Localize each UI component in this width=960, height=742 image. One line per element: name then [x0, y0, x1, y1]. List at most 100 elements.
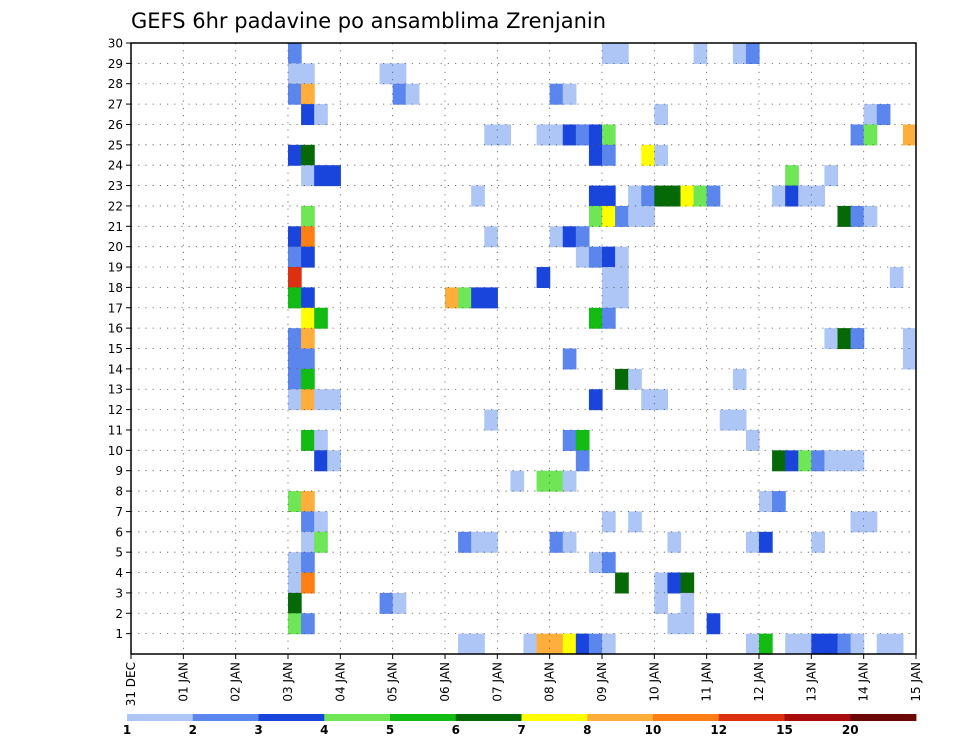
x-tick-label: 02 JAN: [229, 662, 243, 702]
y-tick-label: 22: [108, 199, 123, 213]
precip-cell: [602, 185, 616, 207]
precip-cell: [458, 287, 472, 309]
colorbar-swatch: [324, 714, 391, 721]
precip-cell: [615, 287, 629, 309]
precip-cell: [288, 368, 302, 390]
precip-cell: [588, 185, 603, 207]
precip-cell: [667, 613, 682, 635]
colorbar-swatch: [455, 714, 522, 721]
precip-cell: [837, 205, 852, 227]
precip-cell: [392, 592, 407, 614]
precip-cell: [288, 63, 302, 85]
precip-cell: [536, 124, 551, 146]
precip-cell: [850, 205, 865, 227]
precip-cell: [641, 144, 655, 166]
precip-cell: [667, 531, 682, 553]
precip-cell: [301, 63, 315, 85]
y-tick-label: 18: [108, 281, 123, 295]
precip-cell: [798, 633, 812, 655]
precip-cell: [288, 592, 302, 614]
precip-cell: [798, 185, 812, 207]
precip-cell: [301, 165, 315, 187]
precip-cell: [301, 491, 315, 513]
y-tick-label: 30: [108, 37, 123, 51]
precip-cell: [641, 185, 655, 207]
precip-cell: [785, 450, 799, 472]
precip-cell: [301, 531, 315, 553]
precip-cell: [588, 552, 603, 574]
y-tick-label: 6: [115, 525, 123, 539]
precip-cell: [301, 572, 315, 594]
precip-cell: [863, 205, 878, 227]
precip-cell: [602, 511, 616, 533]
precip-cell: [602, 287, 616, 309]
precip-cell: [745, 429, 760, 451]
precip-cell: [680, 572, 695, 594]
colorbar-label: 4: [320, 723, 328, 737]
precip-cell: [314, 511, 328, 533]
colorbar-label: 10: [645, 723, 662, 737]
precip-cell: [772, 491, 786, 513]
y-tick-label: 1: [115, 627, 123, 641]
precip-cell: [301, 348, 315, 370]
precip-cell: [615, 205, 629, 227]
precip-cell: [837, 328, 852, 350]
y-tick-label: 5: [115, 546, 123, 560]
precip-cell: [588, 307, 603, 329]
precip-cell: [602, 633, 616, 655]
precip-cell: [759, 531, 773, 553]
precip-cell: [850, 450, 865, 472]
precip-cell: [392, 63, 407, 85]
precip-cell: [471, 185, 485, 207]
precip-cell: [484, 226, 498, 248]
precip-cell: [575, 246, 590, 268]
precip-cell: [301, 83, 315, 105]
precip-cell: [602, 124, 616, 146]
precip-cell: [785, 165, 799, 187]
y-tick-label: 8: [115, 485, 123, 499]
precip-cell: [484, 287, 498, 309]
precip-cell: [680, 185, 695, 207]
precip-cell: [575, 450, 590, 472]
precip-cell: [562, 348, 577, 370]
x-tick-label: 05 JAN: [386, 662, 400, 702]
colorbar-label: 5: [386, 723, 394, 737]
colorbar-swatch: [653, 714, 720, 721]
precip-cell: [562, 124, 577, 146]
precip-cell: [811, 185, 826, 207]
x-tick-label: 31 DEC: [124, 662, 138, 706]
precip-cell: [602, 246, 616, 268]
precip-cell: [706, 185, 721, 207]
precip-cell: [706, 613, 721, 635]
y-tick-label: 16: [108, 322, 123, 336]
precip-cell: [471, 531, 485, 553]
y-tick-label: 20: [108, 240, 123, 254]
precip-cell: [471, 633, 485, 655]
precip-cell: [863, 511, 878, 533]
precip-cell: [615, 368, 629, 390]
precip-cell: [405, 83, 420, 105]
precip-cell: [523, 633, 538, 655]
colorbar-swatch: [390, 714, 457, 721]
x-tick-label: 04 JAN: [333, 662, 347, 702]
y-tick-label: 15: [108, 342, 123, 356]
precip-cell: [628, 185, 642, 207]
precip-cell: [562, 531, 577, 553]
precip-cell: [562, 429, 577, 451]
precip-cell: [288, 246, 302, 268]
y-tick-label: 29: [108, 57, 123, 71]
precip-cell: [772, 450, 786, 472]
precip-cell: [497, 124, 512, 146]
precip-cell: [759, 491, 773, 513]
precip-cell: [562, 83, 577, 105]
precip-cell: [458, 531, 472, 553]
precip-cell: [824, 165, 839, 187]
precip-cell: [288, 613, 302, 635]
precip-cell: [288, 226, 302, 248]
precip-cell: [811, 450, 826, 472]
y-tick-label: 17: [108, 301, 123, 315]
precip-cell: [314, 450, 328, 472]
precip-cell: [301, 552, 315, 574]
precip-cell: [288, 572, 302, 594]
x-tick-label: 01 JAN: [176, 662, 190, 702]
